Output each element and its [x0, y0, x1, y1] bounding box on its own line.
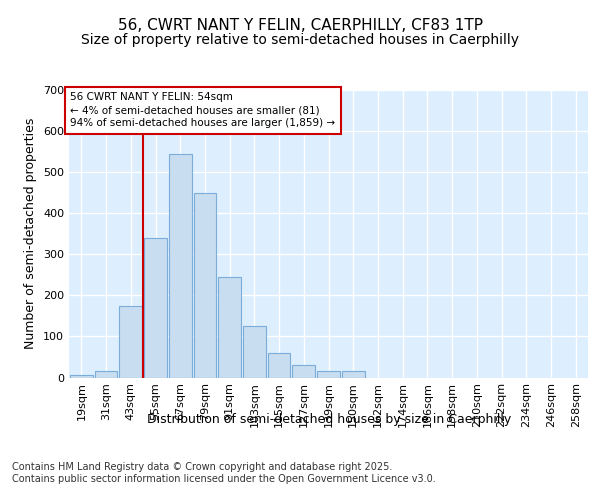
Bar [169, 154, 191, 378]
Text: 56, CWRT NANT Y FELIN, CAERPHILLY, CF83 1TP: 56, CWRT NANT Y FELIN, CAERPHILLY, CF83 … [118, 18, 482, 32]
Bar [243, 326, 266, 378]
Text: Contains HM Land Registry data © Crown copyright and database right 2025.
Contai: Contains HM Land Registry data © Crown c… [12, 462, 436, 484]
Y-axis label: Number of semi-detached properties: Number of semi-detached properties [25, 118, 37, 350]
Text: 56 CWRT NANT Y FELIN: 54sqm
← 4% of semi-detached houses are smaller (81)
94% of: 56 CWRT NANT Y FELIN: 54sqm ← 4% of semi… [70, 92, 335, 128]
Text: Size of property relative to semi-detached houses in Caerphilly: Size of property relative to semi-detach… [81, 33, 519, 47]
Bar [70, 376, 93, 378]
Bar [119, 306, 142, 378]
Bar [292, 365, 315, 378]
Bar [194, 192, 216, 378]
Text: Distribution of semi-detached houses by size in Caerphilly: Distribution of semi-detached houses by … [146, 412, 511, 426]
Bar [268, 353, 290, 378]
Bar [317, 372, 340, 378]
Bar [95, 372, 118, 378]
Bar [144, 238, 167, 378]
Bar [342, 372, 365, 378]
Bar [218, 277, 241, 378]
